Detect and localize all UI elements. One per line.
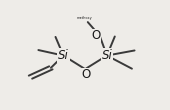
Text: O: O: [91, 29, 100, 42]
Text: Si: Si: [101, 49, 112, 62]
Text: Si: Si: [58, 49, 69, 62]
Text: methoxy: methoxy: [77, 16, 92, 20]
Text: O: O: [82, 68, 91, 81]
